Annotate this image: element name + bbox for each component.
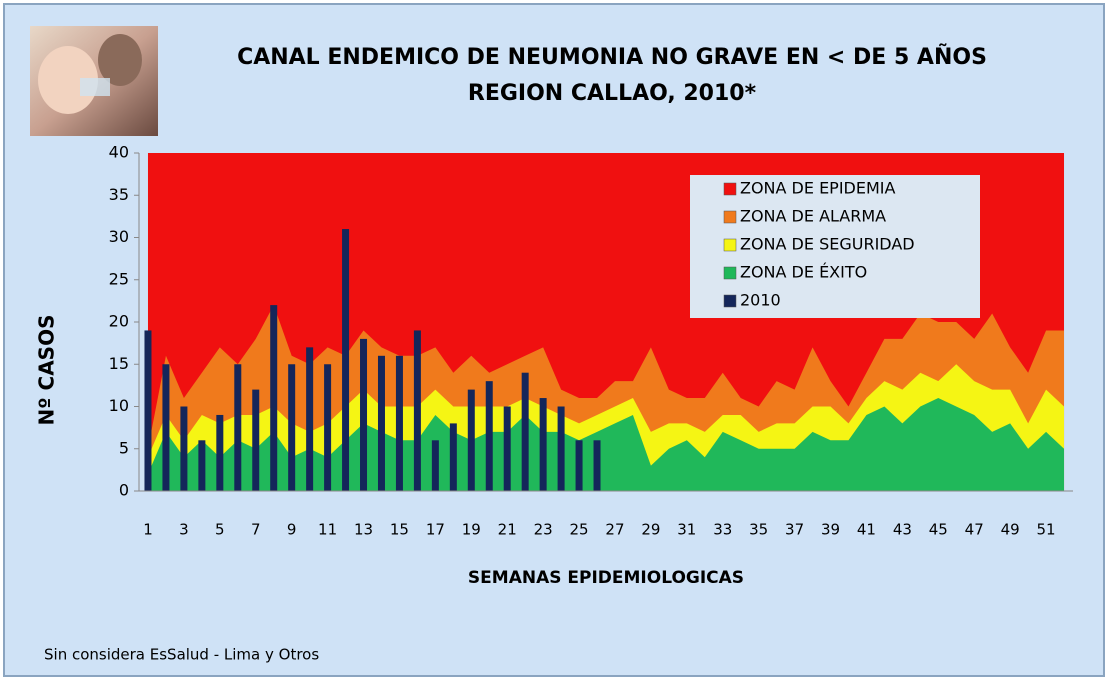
x-tick-label: 45 [929, 521, 948, 539]
x-tick-label: 5 [215, 521, 225, 539]
x-tick-label: 13 [354, 521, 373, 539]
x-tick-label: 11 [318, 521, 337, 539]
bar [360, 338, 368, 491]
bar [288, 364, 296, 491]
bar [467, 389, 475, 491]
x-tick-label: 15 [390, 521, 409, 539]
legend-marker [723, 294, 737, 308]
x-tick-label: 21 [498, 521, 517, 539]
legend-label: ZONA DE ÉXITO [740, 263, 867, 282]
legend-box [690, 175, 980, 318]
bar [503, 406, 511, 491]
plot-area [134, 152, 1073, 492]
x-axis-label: SEMANAS EPIDEMIOLOGICAS [468, 568, 744, 588]
x-tick-label: 47 [965, 521, 984, 539]
x-tick-label: 35 [749, 521, 768, 539]
y-tick-label: 5 [119, 438, 129, 457]
x-tick-label: 1 [143, 521, 153, 539]
y-tick-label: 25 [109, 269, 129, 288]
x-tick-label: 31 [677, 521, 696, 539]
legend-marker [723, 238, 737, 252]
chart-title: REGION CALLAO, 2010* [468, 81, 757, 106]
bar [485, 381, 493, 491]
x-tick-label: 41 [857, 521, 876, 539]
bar [539, 398, 547, 491]
bar [521, 372, 529, 491]
x-tick-label: 3 [179, 521, 189, 539]
legend-marker [723, 210, 737, 224]
legend-label: ZONA DE EPIDEMIA [740, 179, 896, 198]
bar [180, 406, 188, 491]
legend-marker [723, 182, 737, 196]
x-tick-label: 27 [605, 521, 624, 539]
x-tick-label: 7 [251, 521, 261, 539]
bar [575, 440, 583, 491]
bar [252, 389, 260, 491]
x-tick-label: 19 [462, 521, 481, 539]
legend-label: ZONA DE SEGURIDAD [740, 235, 915, 254]
footnote: Sin considera EsSalud - Lima y Otros [44, 646, 319, 664]
y-axis-label: Nº CASOS [35, 315, 59, 426]
bar [144, 330, 152, 491]
bar [198, 440, 206, 491]
x-tick-label: 39 [821, 521, 840, 539]
bar [306, 347, 314, 491]
bar [162, 364, 170, 491]
legend-label: ZONA DE ALARMA [740, 207, 886, 226]
photo [30, 26, 158, 136]
bar [270, 305, 278, 491]
bar [342, 229, 350, 492]
x-tick-label: 43 [893, 521, 912, 539]
x-tick-label: 51 [1037, 521, 1056, 539]
bar [449, 423, 457, 491]
bar [377, 355, 385, 491]
legend-marker [723, 266, 737, 280]
chart-title: CANAL ENDEMICO DE NEUMONIA NO GRAVE EN <… [237, 44, 987, 70]
y-tick-label: 15 [109, 354, 129, 373]
bar [413, 330, 421, 491]
x-tick-label: 9 [287, 521, 297, 539]
x-tick-label: 37 [785, 521, 804, 539]
x-tick-label: 23 [534, 521, 553, 539]
bar [593, 440, 601, 491]
x-tick-label: 29 [641, 521, 660, 539]
legend: ZONA DE EPIDEMIA ZONA DE ALARMA ZONA DE SE… [690, 175, 980, 318]
bar [216, 414, 224, 491]
bar [557, 406, 565, 491]
y-tick-label: 40 [109, 143, 129, 162]
legend-label: 2010 [740, 291, 781, 310]
y-tick-label: 30 [109, 227, 129, 246]
x-tick-label: 25 [570, 521, 589, 539]
y-tick-label: 35 [109, 185, 129, 204]
x-tick-label: 33 [713, 521, 732, 539]
area [147, 398, 1065, 491]
y-tick-label: 10 [109, 396, 129, 415]
x-tick-label: 49 [1001, 521, 1020, 539]
y-tick-label: 0 [119, 481, 129, 500]
x-tick-label: 17 [426, 521, 445, 539]
bar [234, 364, 242, 491]
y-tick-label: 20 [109, 312, 129, 331]
bar [395, 355, 403, 491]
bar [324, 364, 332, 491]
bar [431, 440, 439, 491]
